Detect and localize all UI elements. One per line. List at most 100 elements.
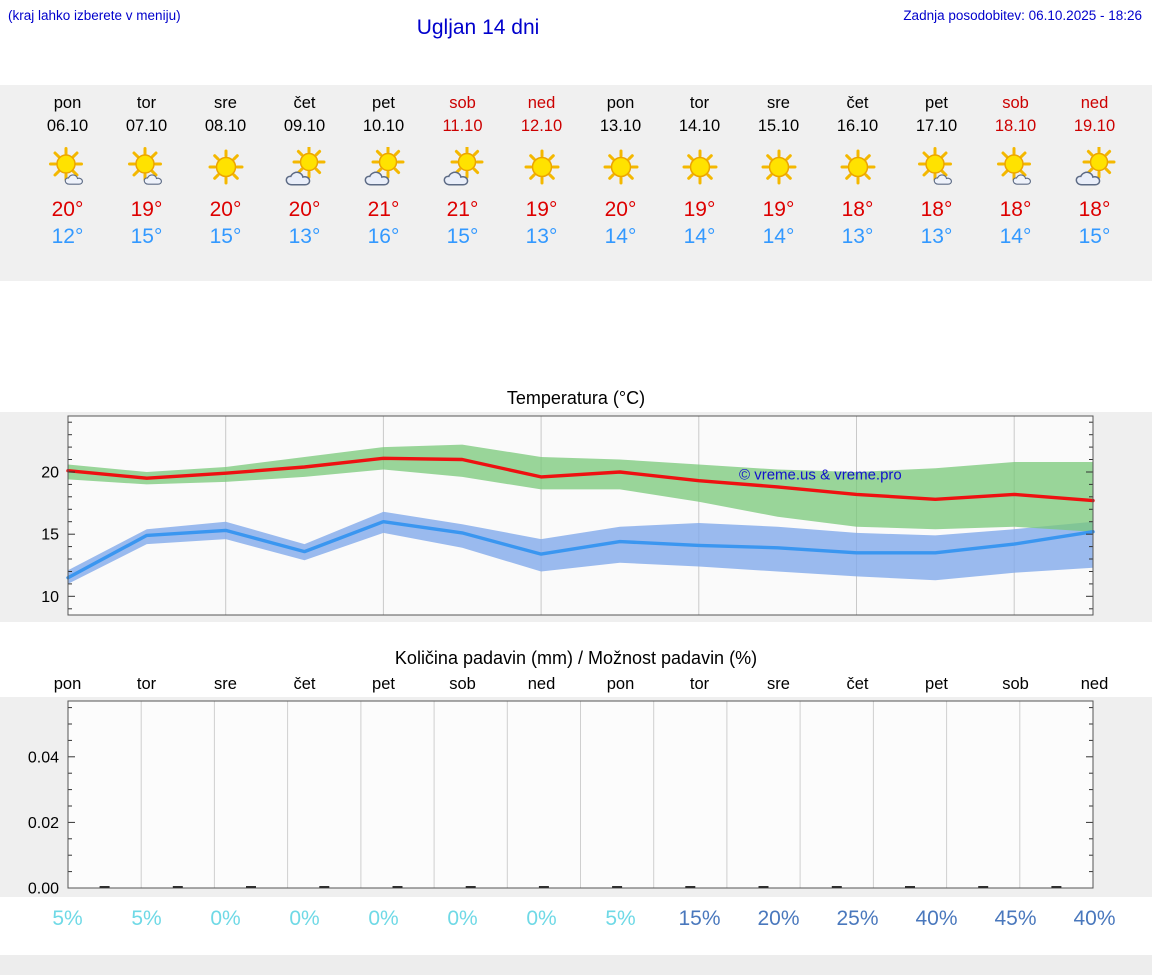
- day-date: 10.10: [362, 117, 405, 135]
- day-date: 09.10: [283, 117, 326, 135]
- precip-probability: 0%: [526, 907, 557, 930]
- weather-icon-wrap: [1055, 147, 1134, 193]
- day-name: ned: [1080, 94, 1109, 112]
- day-date: 08.10: [204, 117, 247, 135]
- precip-day-label: ned: [1080, 675, 1109, 693]
- forecast-day-column: tor 07.10 19° 15°: [107, 92, 186, 281]
- sun-icon: [840, 149, 875, 185]
- precip-day-label: pet: [925, 675, 948, 693]
- weather-icon-wrap: [265, 147, 344, 193]
- forecast-day-column: ned 19.10 18° 15°: [1055, 92, 1134, 281]
- precip-day-label: sre: [767, 675, 790, 693]
- precip-day-label: čet: [293, 675, 316, 693]
- svg-text:0.04: 0.04: [28, 749, 59, 766]
- day-date: 07.10: [125, 117, 168, 135]
- precip-probability: 5%: [52, 907, 83, 930]
- sun-icon: [524, 149, 559, 185]
- precip-day-labels-row: pon tor sre čet pet sob ned pon tor sre čet pet sob n…: [0, 673, 1152, 695]
- svg-text:10: 10: [41, 589, 59, 606]
- precip-chart: 0.00 0.02 0.04: [0, 697, 1152, 897]
- day-date: 11.10: [442, 117, 483, 135]
- high-temp: 18°: [920, 198, 953, 221]
- precip-day-label: pon: [53, 675, 82, 693]
- temperature-chart: 10 15 20 © vreme.us & vreme.pro: [0, 412, 1152, 622]
- high-temp: 20°: [288, 198, 321, 221]
- sun-small-cloud-icon: [996, 147, 1031, 185]
- forecast-day-column: ned 12.10 19° 13°: [502, 92, 581, 281]
- day-name: ned: [527, 94, 556, 112]
- day-date: 15.10: [757, 117, 800, 135]
- low-temp: 16°: [367, 225, 400, 248]
- footer-bar: [0, 955, 1152, 975]
- day-name: pon: [53, 94, 82, 112]
- weather-icon-wrap: [739, 147, 818, 193]
- precip-probability: 5%: [605, 907, 636, 930]
- high-temp: 19°: [525, 198, 558, 221]
- low-temp: 15°: [130, 225, 163, 248]
- svg-text:0.00: 0.00: [28, 881, 59, 898]
- day-name: pon: [606, 94, 635, 112]
- weather-icon-wrap: [502, 147, 581, 193]
- day-date: 16.10: [836, 117, 879, 135]
- sun-small-cloud-icon: [917, 147, 952, 185]
- sun-cloud-icon: [443, 147, 483, 186]
- svg-text:20: 20: [41, 465, 59, 482]
- forecast-day-column: sre 08.10 20° 15°: [186, 92, 265, 281]
- svg-text:15: 15: [41, 527, 59, 544]
- day-name: tor: [689, 94, 710, 112]
- sun-small-cloud-icon: [48, 147, 83, 185]
- precip-zero-bars: [99, 886, 1062, 888]
- day-name: sre: [214, 94, 237, 112]
- high-temp: 19°: [683, 198, 716, 221]
- forecast-day-column: sob 11.10 21° 15°: [423, 92, 502, 281]
- day-name: čet: [846, 94, 869, 112]
- low-temp: 15°: [1078, 225, 1111, 248]
- precip-day-label: sob: [1002, 675, 1029, 693]
- day-date: 14.10: [678, 117, 721, 135]
- precip-probability: 0%: [289, 907, 320, 930]
- high-temp: 18°: [1078, 198, 1111, 221]
- temp-series-lines: [66, 456, 1095, 580]
- precip-day-label: sob: [449, 675, 476, 693]
- forecast-day-column: pon 06.10 20° 12°: [28, 92, 107, 281]
- precip-day-label: pet: [372, 675, 395, 693]
- sun-icon: [208, 149, 243, 185]
- day-date: 19.10: [1073, 117, 1116, 135]
- high-temp: 19°: [762, 198, 795, 221]
- temp-axis: 10 15 20: [41, 415, 1094, 616]
- precip-probability: 0%: [447, 907, 478, 930]
- menu-hint: (kraj lahko izberete v meniju): [8, 8, 181, 23]
- high-temp: 20°: [604, 198, 637, 221]
- day-name: pet: [372, 94, 395, 112]
- temperature-chart-title: Temperatura (°C): [506, 388, 646, 408]
- precip-probability: 45%: [994, 907, 1037, 930]
- precip-probability: 40%: [915, 907, 958, 930]
- precip-day-label: tor: [689, 675, 710, 693]
- precip-day-label: sre: [214, 675, 237, 693]
- watermark-link[interactable]: © vreme.us & vreme.pro: [739, 466, 902, 483]
- low-temp: 14°: [683, 225, 716, 248]
- precip-chart-svg: 0.00 0.02 0.04: [28, 700, 1094, 898]
- day-date: 17.10: [915, 117, 958, 135]
- day-date: 06.10: [46, 117, 89, 135]
- day-name: tor: [136, 94, 157, 112]
- forecast-day-column: čet 16.10 18° 13°: [818, 92, 897, 281]
- weather-icon-wrap: [818, 147, 897, 193]
- weather-icon-wrap: [186, 147, 265, 193]
- precip-probability-row: 5% 5% 0% 0% 0% 0% 0% 5% 15% 20% 25% 40% 45% 40%: [0, 904, 1152, 934]
- precip-day-label: pon: [606, 675, 635, 693]
- low-temp: 13°: [920, 225, 953, 248]
- day-name: pet: [925, 94, 948, 112]
- high-temp: 20°: [51, 198, 84, 221]
- page-title: Ugljan 14 dni: [416, 16, 540, 39]
- weather-icon-wrap: [976, 147, 1055, 193]
- day-name: sob: [1002, 94, 1029, 112]
- high-temp: 18°: [841, 198, 874, 221]
- sun-small-cloud-icon: [127, 147, 162, 185]
- high-temp: 21°: [446, 198, 479, 221]
- high-temp: 19°: [130, 198, 163, 221]
- weather-icon-wrap: [107, 147, 186, 193]
- weather-icon-wrap: [28, 147, 107, 193]
- sun-cloud-icon: [285, 147, 325, 186]
- precip-probability: 20%: [757, 907, 800, 930]
